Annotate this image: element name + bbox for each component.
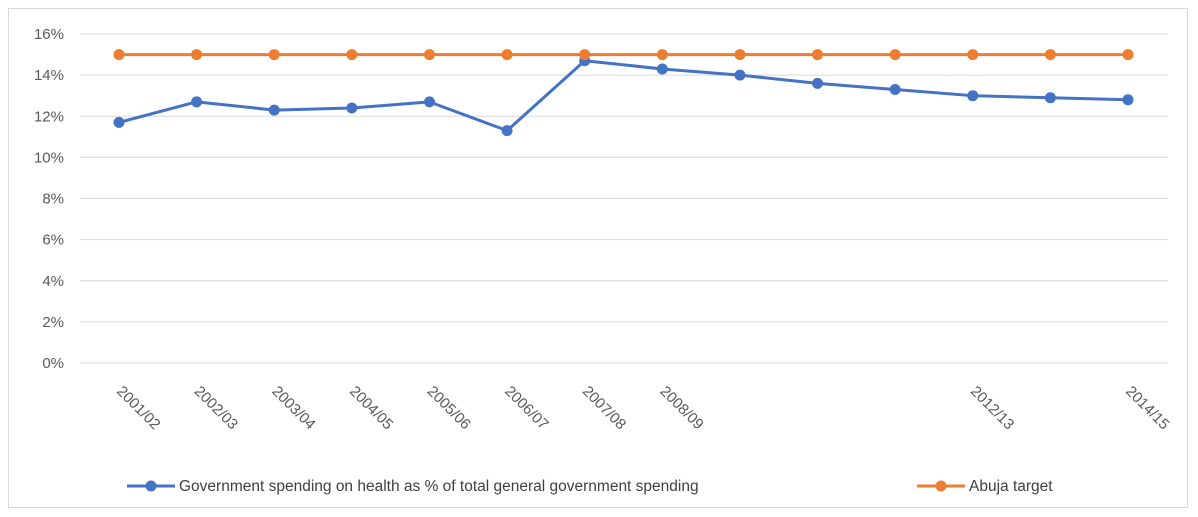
data-point [734,69,746,81]
y-tick-label: 10% [34,149,64,166]
y-tick-label: 0% [42,355,64,372]
gridlines [80,33,1168,364]
x-tick-label: 2004/05 [346,383,396,433]
legend-entry: Abuja target [917,478,1053,495]
data-point [501,49,513,61]
y-tick-label: 4% [42,273,64,290]
data-point [579,49,591,61]
x-tick-label: 2006/07 [501,383,551,433]
series-abuja-target [113,49,1134,61]
data-point [113,49,125,61]
chart-frame [8,8,1188,508]
y-axis-tick-labels: 0% 2% 4% 6% 8% 10% 12% 14% 16% [34,26,64,372]
y-tick-label: 12% [34,108,64,125]
data-point [1044,49,1056,61]
data-point [1044,92,1056,104]
data-point [268,104,280,116]
legend-marker [145,480,157,492]
data-point [734,49,746,61]
x-tick-label: 2007/08 [579,383,629,433]
data-point [113,116,125,128]
legend-marker [935,480,947,492]
data-point [268,49,280,61]
x-axis-tick-labels: 2001/02 2002/03 2003/04 2004/05 2005/06 2006/… [113,383,1172,433]
series-line [118,59,1129,133]
data-point [191,96,203,108]
legend-label: Government spending on health as % of to… [179,478,699,495]
data-point [656,63,668,75]
data-point [889,49,901,61]
data-point [1122,49,1134,61]
data-point [423,49,435,61]
data-point [656,49,668,61]
data-point [967,49,979,61]
legend-entry: Government spending on health as % of to… [127,478,699,495]
y-tick-label: 16% [34,26,64,43]
data-point [812,77,824,89]
y-tick-label: 14% [34,67,64,84]
x-tick-label: 2001/02 [113,383,163,433]
x-tick-label: 2014/15 [1122,383,1172,433]
data-point [346,49,358,61]
data-point [423,96,435,108]
data-point [812,49,824,61]
x-tick-label: 2008/09 [656,383,706,433]
x-tick-label: 2012/13 [967,383,1017,433]
data-point [191,49,203,61]
series-layer [113,49,1134,137]
data-point [501,125,513,137]
legend-label: Abuja target [969,478,1053,495]
x-tick-label: 2005/06 [424,383,474,433]
y-tick-label: 8% [42,191,64,208]
data-point [346,102,358,114]
x-tick-label: 2002/03 [191,383,241,433]
y-tick-label: 6% [42,232,64,249]
data-point [967,90,979,102]
legend: Government spending on health as % of to… [127,478,1053,495]
series-health-spending [113,55,1134,137]
y-tick-label: 2% [42,314,64,331]
data-point [889,84,901,96]
x-tick-label: 2003/04 [268,383,318,433]
data-point [1122,94,1134,106]
